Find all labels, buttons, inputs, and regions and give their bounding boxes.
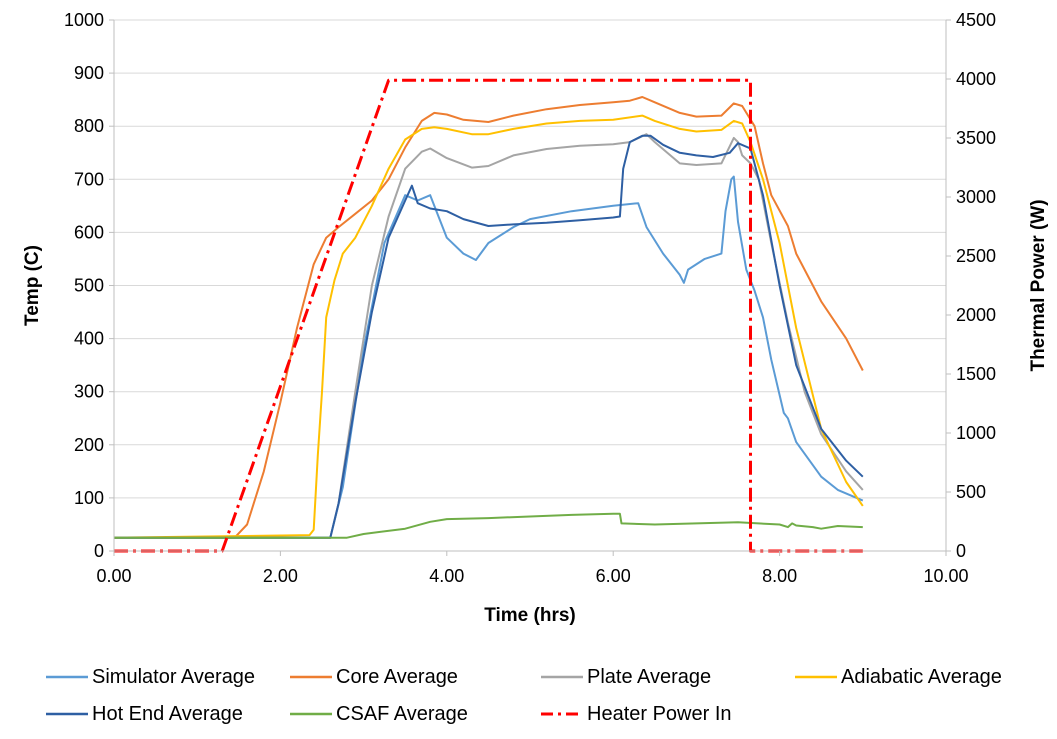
- y-tick-label: 500: [74, 276, 104, 296]
- legend-label: Adiabatic Average: [841, 666, 1002, 688]
- y-tick-label: 400: [74, 329, 104, 349]
- y2-tick-label: 1500: [956, 364, 996, 384]
- y-tick-label: 700: [74, 169, 104, 189]
- y-tick-label: 1000: [64, 10, 104, 30]
- legend-label: Plate Average: [587, 666, 711, 688]
- series-line-hot-end-average: [114, 134, 864, 539]
- y-tick-label: 100: [74, 488, 104, 508]
- y2-tick-label: 4500: [956, 10, 996, 30]
- y2-tick-label: 2500: [956, 246, 996, 266]
- y2-tick-label: 3000: [956, 187, 996, 207]
- y2-tick-label: 500: [956, 482, 986, 502]
- legend-label: Hot End Average: [92, 703, 243, 725]
- series-line-simulator-average: [114, 175, 864, 539]
- x-tick-label: 2.00: [263, 566, 298, 586]
- y-axis-title: Temp (C): [22, 245, 43, 326]
- y-tick-label: 800: [74, 116, 104, 136]
- x-tick-label: 4.00: [429, 566, 464, 586]
- legend: Simulator Average Core Average Plate Avera…: [46, 666, 1002, 725]
- plot-area: [113, 78, 864, 553]
- grid: [114, 19, 946, 552]
- y-tick-label: 300: [74, 382, 104, 402]
- legend-label: Heater Power In: [587, 703, 732, 725]
- x-tick-label: 10.00: [923, 566, 968, 586]
- legend-label: CSAF Average: [336, 703, 468, 725]
- y2-tick-label: 3500: [956, 128, 996, 148]
- y2-tick-label: 1000: [956, 423, 996, 443]
- legend-label: Simulator Average: [92, 666, 255, 688]
- x-tick-label: 0.00: [96, 566, 131, 586]
- y2-tick-label: 4000: [956, 69, 996, 89]
- x-tick-label: 6.00: [596, 566, 631, 586]
- y-tick-label: 900: [74, 63, 104, 83]
- legend-label: Core Average: [336, 666, 458, 688]
- y2-tick-label: 0: [956, 541, 966, 561]
- x-axis-title: Time (hrs): [484, 605, 576, 626]
- series-line-csaf-average: [114, 512, 863, 539]
- series-line-adiabatic-average: [113, 114, 864, 539]
- y-tick-label: 0: [94, 541, 104, 561]
- y2-axis-title: Thermal Power (W): [1028, 199, 1049, 371]
- x-tick-label: 8.00: [762, 566, 797, 586]
- axes: 0 100 200 300 400 500 600 700 800 900 1000 0 500 1000…: [64, 10, 996, 586]
- y-tick-label: 600: [74, 222, 104, 242]
- y2-tick-label: 2000: [956, 305, 996, 325]
- y-tick-label: 200: [74, 435, 104, 455]
- series-line-core-average: [114, 96, 864, 539]
